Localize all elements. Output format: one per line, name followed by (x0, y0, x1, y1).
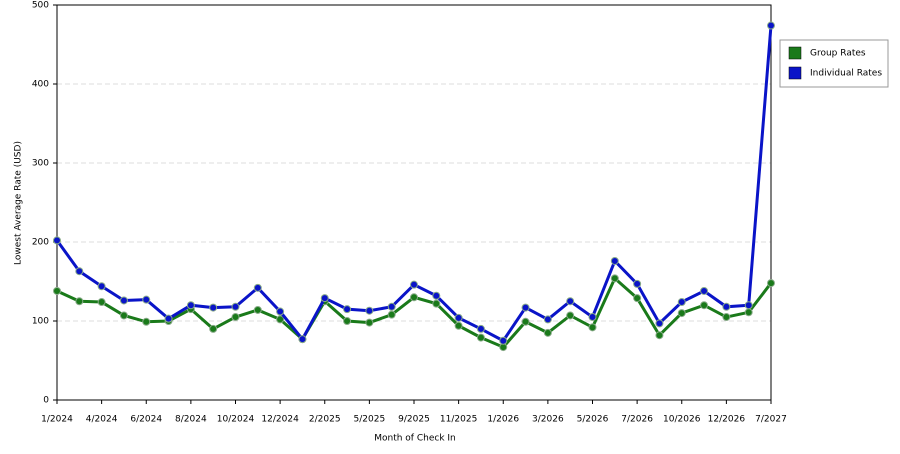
data-point (97, 298, 106, 307)
data-point (119, 311, 128, 320)
data-point (276, 315, 285, 324)
data-point (767, 21, 775, 30)
x-tick-label: 9/2025 (398, 415, 430, 425)
data-point (610, 274, 619, 283)
x-tick-label: 10/2024 (217, 415, 255, 425)
data-point (722, 313, 731, 322)
data-point (53, 286, 61, 295)
y-tick-label: 200 (32, 238, 49, 248)
data-point (767, 279, 775, 288)
x-tick-label: 7/2026 (621, 415, 653, 425)
data-point (119, 296, 128, 305)
data-point (365, 306, 374, 315)
data-point (387, 302, 396, 311)
data-point (343, 305, 352, 314)
data-point (432, 291, 441, 300)
data-point (588, 313, 597, 322)
x-tick-label: 1/2026 (487, 415, 519, 425)
data-point (343, 317, 352, 325)
data-point (476, 333, 485, 342)
legend-swatch (788, 46, 802, 60)
data-point (410, 280, 418, 289)
data-point (186, 301, 195, 310)
data-point (209, 324, 218, 333)
data-point (521, 303, 530, 312)
data-point (97, 282, 106, 291)
x-tick-label: 5/2025 (354, 415, 386, 425)
data-point (253, 283, 262, 292)
data-point (476, 324, 485, 333)
data-point (700, 286, 709, 295)
y-tick-label: 0 (43, 396, 49, 406)
data-point (53, 236, 61, 245)
plot-frame (56, 4, 772, 401)
x-axis-label: Month of Check In (374, 434, 456, 444)
data-point (164, 314, 173, 323)
data-point (633, 279, 642, 288)
data-point (253, 305, 262, 314)
data-point (655, 331, 664, 340)
x-tick-label: 3/2026 (532, 415, 564, 425)
data-point (432, 299, 441, 308)
data-point (543, 315, 552, 324)
x-tick-label: 10/2026 (663, 415, 701, 425)
x-tick-label: 1/2024 (41, 415, 73, 425)
legend-swatch (788, 66, 802, 80)
data-point (387, 310, 396, 319)
legend-label: Individual Rates (810, 69, 882, 79)
data-point (454, 313, 463, 322)
x-tick-label: 2/2025 (309, 415, 341, 425)
data-point (365, 318, 374, 327)
y-tick-label: 400 (32, 80, 49, 90)
x-tick-label: 8/2024 (175, 415, 207, 425)
data-point (75, 297, 84, 306)
data-point (142, 317, 151, 326)
data-point (320, 294, 329, 303)
x-tick-label: 12/2024 (261, 415, 299, 425)
data-point (722, 302, 731, 311)
data-point (543, 328, 552, 337)
data-point (231, 302, 240, 311)
data-point (566, 297, 575, 306)
data-point (677, 309, 686, 318)
x-tick-label: 6/2024 (130, 415, 162, 425)
data-point (744, 308, 753, 317)
y-tick-label: 100 (32, 317, 49, 327)
y-tick-label: 300 (32, 159, 49, 169)
data-point (209, 303, 218, 312)
data-point (566, 311, 575, 320)
data-point (744, 301, 753, 310)
data-point (499, 336, 508, 345)
x-tick-label: 4/2024 (86, 415, 118, 425)
x-tick-label: 12/2026 (708, 415, 746, 425)
data-point (677, 298, 686, 307)
data-point (231, 313, 240, 322)
y-axis-label: Lowest Average Rate (USD) (14, 141, 24, 265)
data-point (610, 256, 619, 265)
data-point (454, 321, 463, 330)
data-point (655, 319, 664, 328)
data-point (75, 267, 84, 276)
y-tick-label: 500 (32, 1, 49, 11)
data-point (410, 293, 418, 302)
data-point (142, 295, 151, 304)
x-tick-label: 7/2027 (755, 415, 787, 425)
data-point (276, 307, 285, 316)
data-point (633, 294, 642, 303)
data-point (521, 317, 530, 326)
x-tick-label: 5/2026 (577, 415, 609, 425)
data-point (298, 335, 307, 344)
x-tick-label: 11/2025 (440, 415, 477, 425)
data-point (588, 323, 597, 332)
legend-label: Group Rates (810, 49, 866, 59)
data-point (700, 301, 709, 310)
